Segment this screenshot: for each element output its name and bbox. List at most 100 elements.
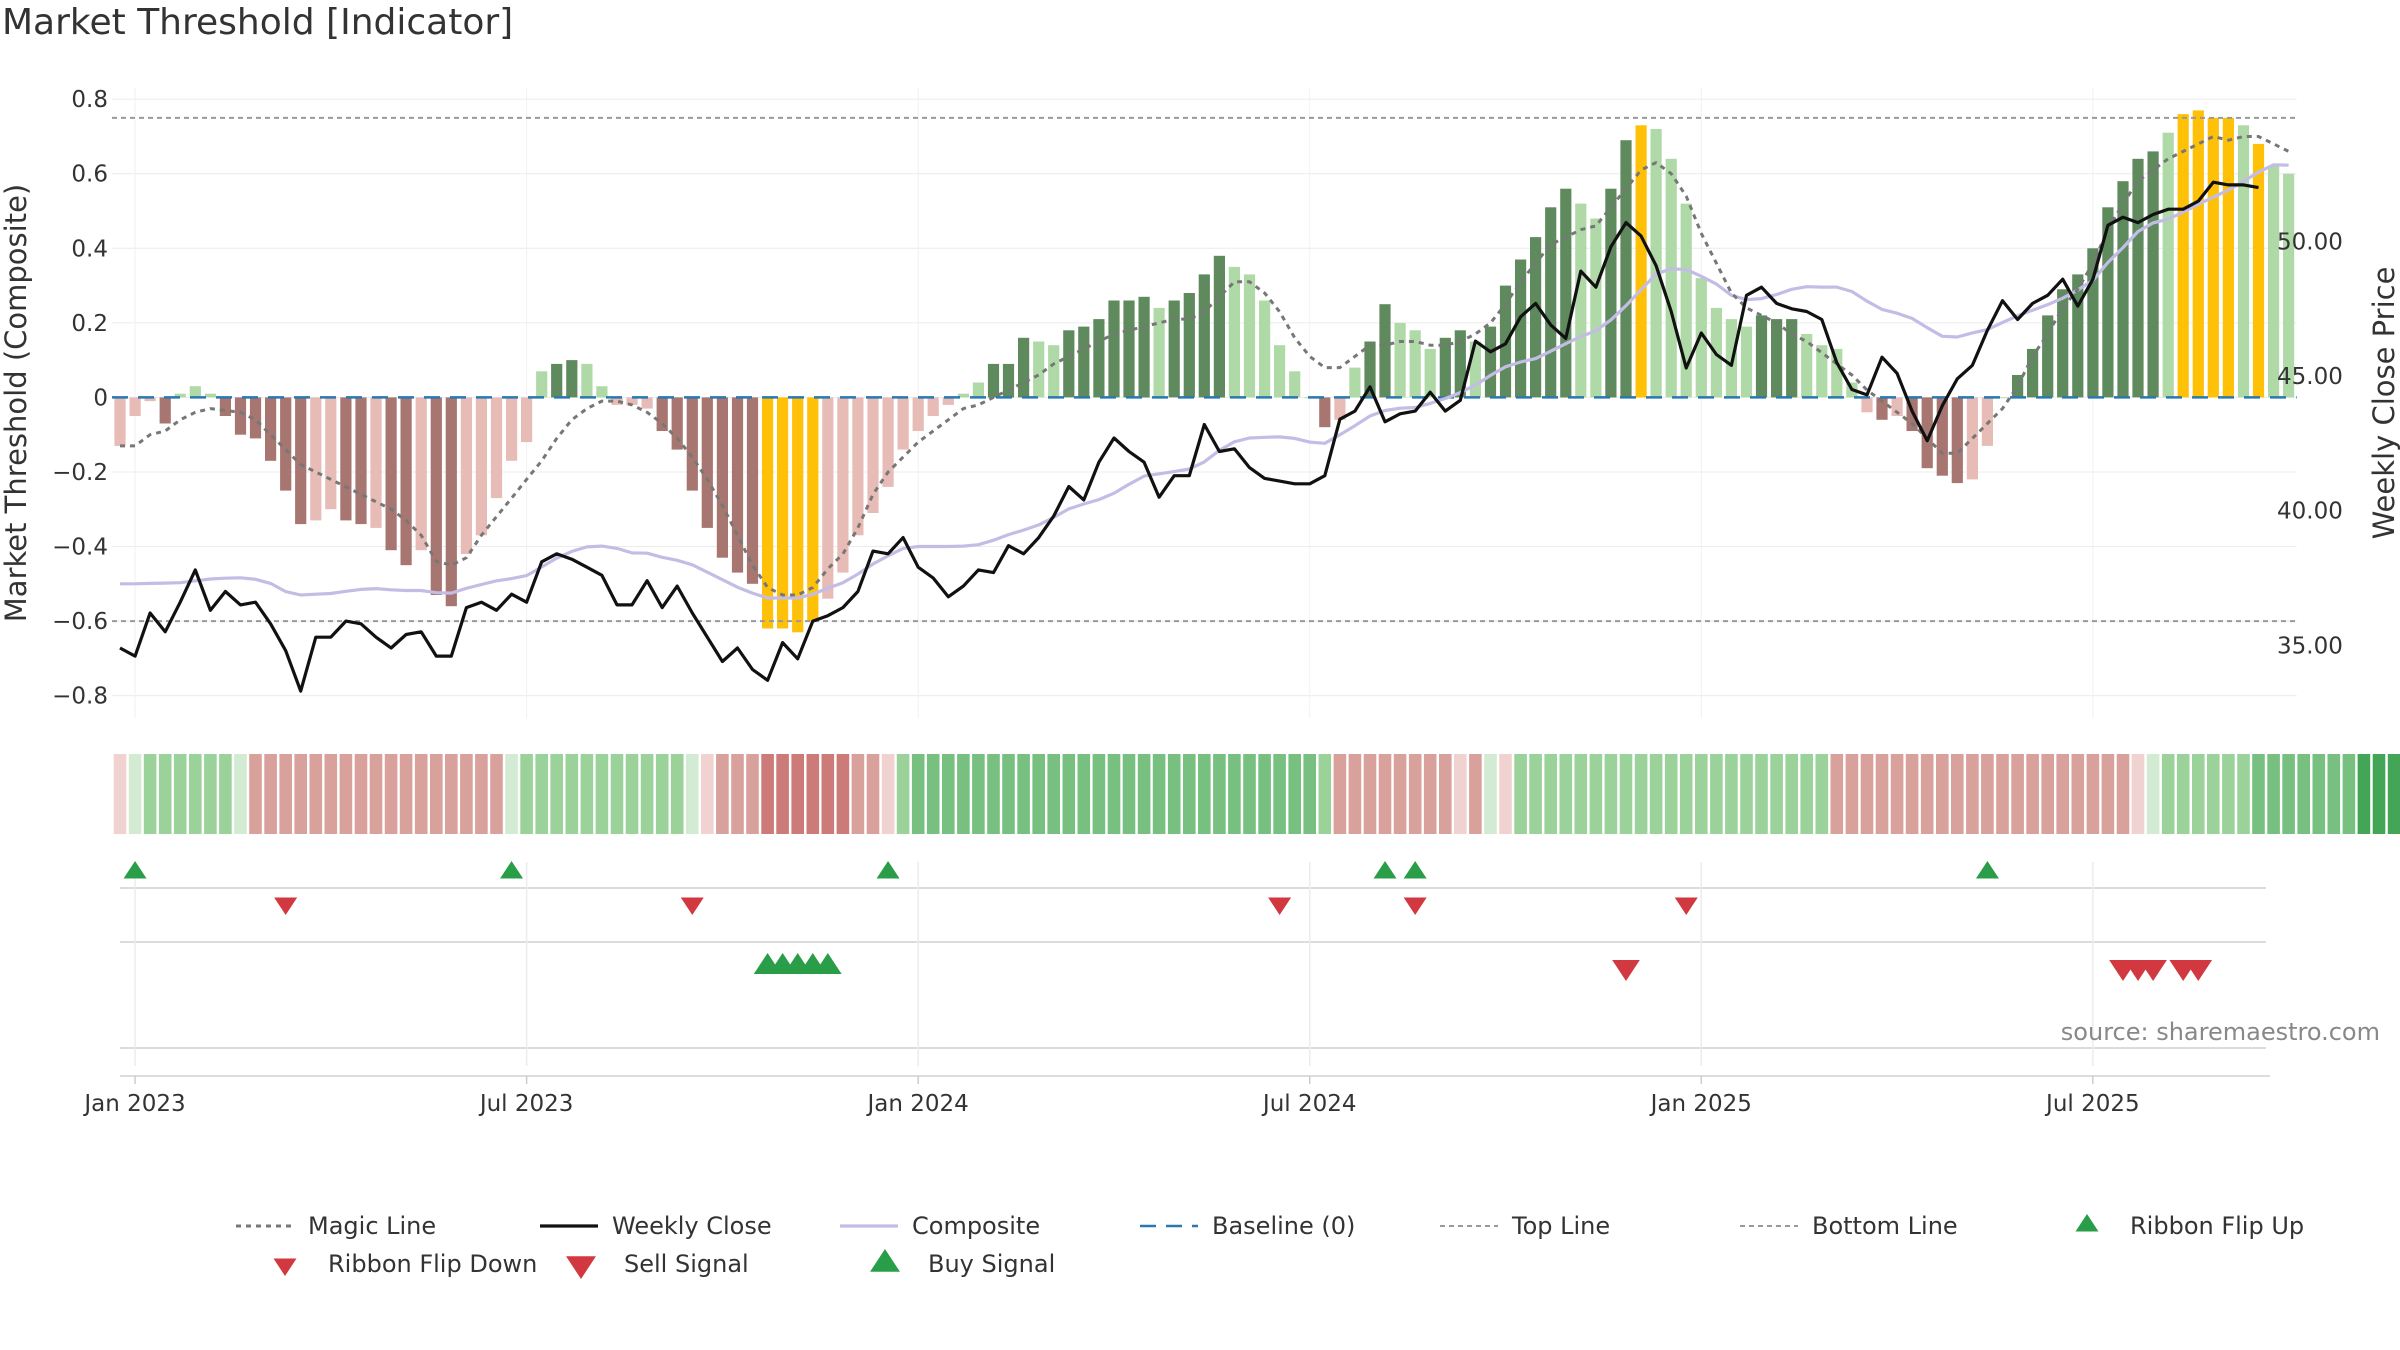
x-axis: Jan 2023 Jul 2023 Jan 2024 Jul 2024 Jan 2025… [82,1076,2140,1117]
ribbon-cell [1243,754,1256,834]
sell-signal-marker [2184,960,2213,981]
ribbon-cell [565,754,579,834]
composite-bar [430,397,442,595]
ribbon-cell [399,754,413,834]
x-tick-label: Jan 2025 [1649,1091,1752,1117]
y-left-tick-label: 0.2 [71,311,108,337]
ribbon-cell [1725,754,1738,834]
y-left-tick-label: 0 [93,385,108,411]
composite-bar [1213,255,1225,398]
ribbon-cell [1002,754,1015,834]
y-right-tick-label: 40.00 [2277,499,2343,525]
ribbon-flip-down-marker [274,897,298,915]
ribbon-cell [204,754,217,834]
ribbon-cell [1981,754,1994,834]
ribbon-cell [294,754,307,834]
legend-swatch [2075,1214,2099,1232]
ribbon-cell [1589,754,1603,834]
composite-bar [897,397,909,450]
ribbon-cell [264,754,277,834]
ribbon-cell [1318,754,1332,834]
composite-bar [1861,397,1873,413]
ribbon-cell [2357,754,2371,834]
ribbon-cell [384,754,398,834]
legend-item-flipup: Ribbon Flip Up [2075,1212,2304,1240]
ribbon-cell [1905,754,1919,834]
composite-bar [1153,307,1165,398]
legend-item-top: Top Line [1440,1212,1610,1240]
y-right-tick-label: 45.00 [2277,364,2343,390]
composite-bar [1319,397,1331,428]
composite-bar [731,397,744,573]
ribbon-strip [113,754,2400,834]
composite-bar [1183,293,1195,398]
ribbon-cell [1092,754,1106,834]
ribbon-cell [2041,754,2054,834]
composite-bar [2283,173,2295,398]
composite-bar [2237,125,2250,398]
ribbon-cell [1951,754,1964,834]
y-left-tick-label: −0.2 [52,460,108,486]
ribbon-cell [1017,754,1030,834]
legend-item-close: Weekly Close [540,1212,772,1240]
ribbon-cell [1514,754,1527,834]
ribbon-cell [957,754,970,834]
ribbon-cell [2161,754,2175,834]
composite-bar [445,397,457,607]
ribbon-cell [2101,754,2115,834]
ribbon-cell [1273,754,1286,834]
ribbon-cell [1303,754,1316,834]
ribbon-cell [1484,754,1497,834]
ribbon-flip-up-marker [1373,861,1397,879]
composite-bar [867,397,879,513]
legend-item-sell: Sell Signal [566,1250,749,1279]
ribbon-cell [1423,754,1437,834]
composite-bar [1424,348,1436,398]
composite-bar [1966,397,1978,480]
composite-bar [340,397,352,521]
ribbon-cell [1107,754,1121,834]
composite-bar [656,397,668,431]
ribbon-cell [2131,754,2145,834]
legend-item-magic: Magic Line [236,1212,436,1240]
composite-bar [129,397,141,416]
ribbon-cell [1695,754,1708,834]
ribbon-cell [1710,754,1723,834]
composite-bar [641,397,653,409]
ribbon-cell [1679,754,1693,834]
legend-label: Sell Signal [624,1250,749,1278]
ribbon-cell [972,754,985,834]
ribbon-cell [1559,754,1573,834]
ribbon-cell [2372,754,2386,834]
composite-bar [219,397,231,416]
ribbon-cell [1936,754,1949,834]
composite-bar [1786,319,1798,398]
composite-bar [1002,363,1015,398]
ribbon-cell [309,754,323,834]
ribbon-cell [324,754,338,834]
ribbon-cell [1664,754,1678,834]
axes: 0.8 0.6 0.4 0.2 0 −0.2 −0.4 −0.6 −0.8 50.00 45.00 4… [0,87,2400,709]
ribbon-cell [1348,754,1362,834]
composite-bar [189,386,201,398]
ribbon-cell [189,754,202,834]
composite-bar [355,397,367,525]
composite-bar [521,397,533,443]
ribbon-cell [2282,754,2295,834]
ribbon-cell [1047,754,1060,834]
ribbon-cell [625,754,639,834]
ribbon-cell [1499,754,1512,834]
composite-bar [701,397,713,528]
composite-bar [174,393,186,398]
ribbon-cell [1213,754,1226,834]
composite-bar [746,397,759,584]
composite-bar [1379,304,1391,398]
ribbon-cell [1198,754,1211,834]
legend-label: Buy Signal [928,1250,1055,1278]
composite-bar [310,397,322,521]
ribbon-cell [1574,754,1588,834]
ribbon-cell [595,754,609,834]
ribbon-cell [2207,754,2220,834]
composite-bar [370,397,382,528]
